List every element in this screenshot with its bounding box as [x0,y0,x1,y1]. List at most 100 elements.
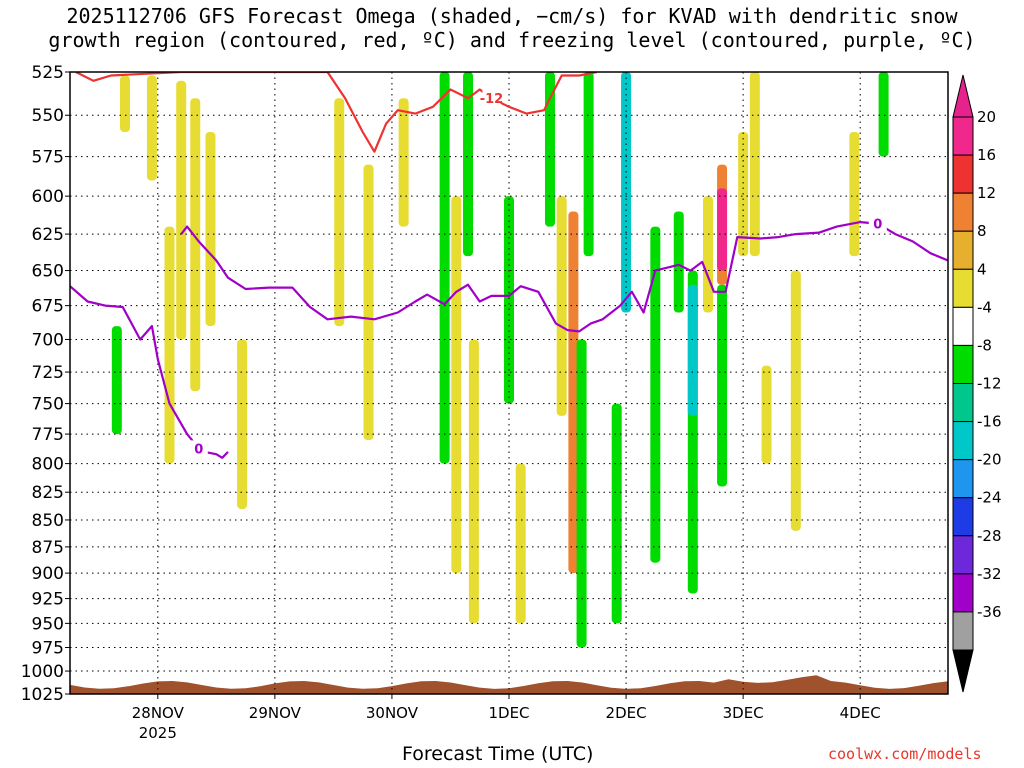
colorbar-swatch-4 [952,268,974,308]
colorbar-label: -16 [977,413,1002,431]
contour-lines: -12 0 0 [70,72,948,459]
omega-streak-12 [451,196,462,574]
terrain [70,675,948,694]
y-tick-label: 775 [32,425,64,445]
y-tick-label: 800 [32,455,64,475]
y-tick-label: 925 [32,590,64,610]
y-tick-label: 675 [32,297,64,317]
contour-label-bg-1 [189,440,208,456]
colorbar-label: 20 [977,108,996,126]
title-line-2: growth region (contoured, red, ºC) and f… [48,28,976,52]
colorbar-label: -36 [977,603,1002,621]
colorbar-swatch-5 [952,306,974,346]
omega-streak-14 [468,339,479,624]
omega-streak-21 [583,72,594,257]
omega-streak-6 [237,339,248,509]
y-tick-label: 950 [32,614,64,634]
colorbar-swatch-8 [952,421,974,461]
omega-streak-33 [749,72,760,257]
omega-streak-4 [190,98,201,392]
contour-label-1: 0 [194,442,203,457]
omega-streak-37 [878,72,889,157]
x-axis-title: Forecast Time (UTC) [402,743,594,765]
omega-streak-3 [176,80,187,340]
contour-line-0 [75,72,598,153]
grid [70,71,948,695]
omega-streak-18 [556,196,567,416]
contour-label-2: 0 [873,218,882,233]
y-tick-label: 550 [32,106,64,126]
y-tick-label: 725 [32,363,64,383]
terrain-fill [70,675,948,694]
contour-label-0: -12 [480,92,504,107]
omega-streak-11 [439,72,450,464]
colorbar-swatch-10 [952,497,974,537]
omega-streak-23 [621,72,632,313]
colorbar-swatch-0 [952,116,974,156]
omega-streak-20 [576,339,587,648]
y-tick-label: 1000 [21,662,64,682]
y-tick-label: 525 [32,63,64,83]
omega-streak-34 [761,365,772,464]
omega-streak-28 [703,196,714,313]
colorbar-label: -4 [977,298,992,316]
colorbar-label: 4 [977,260,987,278]
colorbar-label: 12 [977,184,996,202]
contour-label-bg-2 [868,215,887,231]
colorbar-label: -28 [977,527,1002,545]
colorbar: 20 16 12 8 4 -4 -8 -12 -16 -20 -24 -28 -32 -36 [952,74,1002,693]
y-tick-label: 600 [32,187,64,207]
colorbar-swatch-7 [952,383,974,423]
x-axis: 28NOV 29NOV 30NOV 1DEC 2DEC 3DEC 4DEC 2025 [132,694,881,742]
omega-streak-0 [120,75,131,132]
x-tick-label: 3DEC [723,704,764,722]
y-tick-label: 650 [32,262,64,282]
colorbar-label: -24 [977,489,1002,507]
omega-streak-17 [544,72,555,227]
colorbar-swatch-2 [952,192,974,232]
y-tick-label: 900 [32,564,64,584]
y-axis: 525 550 575 600 625 650 675 700 725 750 775 800 825 8… [21,63,70,705]
omega-streak-8 [334,98,345,327]
colorbar-swatch-6 [952,344,974,384]
y-tick-label: 875 [32,538,64,558]
colorbar-swatch-9 [952,459,974,499]
y-tick-label: 625 [32,225,64,245]
omega-streak-10 [398,98,409,227]
omega-streak-31 [717,284,728,487]
omega-streak-7 [111,326,122,435]
omega-streak-15 [504,196,514,404]
y-tick-label: 700 [32,330,64,350]
x-year-label: 2025 [139,724,177,742]
colorbar-label: 16 [977,146,996,164]
omega-streak-36 [849,131,860,257]
x-tick-label: 29NOV [249,704,302,722]
colorbar-swatch-13 [952,611,974,651]
y-tick-label: 575 [32,148,64,168]
credit-link[interactable]: coolwx.com/models [828,745,982,763]
y-tick-label: 825 [32,483,64,503]
colorbar-label: 8 [977,222,987,240]
omega-streak-5 [205,131,216,327]
x-tick-label: 30NOV [366,704,419,722]
colorbar-swatch-1 [952,154,974,194]
contour-line-1 [70,285,229,459]
colorbar-label: -12 [977,375,1002,393]
y-tick-label: 975 [32,639,64,659]
omega-streak-13 [463,72,474,257]
colorbar-label: -8 [977,336,992,354]
omega-streak-1 [146,75,157,181]
x-tick-label: 4DEC [840,704,881,722]
contour-label-bg-0 [482,90,501,106]
chart-title: 2025112706 GFS Forecast Omega (shaded, −… [0,4,1024,52]
colorbar-swatch-12 [952,573,974,613]
colorbar-swatch-3 [952,230,974,270]
colorbar-under-arrow [952,649,974,693]
contour-line-2 [180,221,948,333]
y-tick-label: 850 [32,511,64,531]
title-line-1: 2025112706 GFS Forecast Omega (shaded, −… [66,4,958,28]
omega-streak-2 [164,226,175,464]
x-tick-label: 1DEC [488,704,529,722]
omega-streak-27 [687,284,698,416]
colorbar-label: -32 [977,565,1002,583]
